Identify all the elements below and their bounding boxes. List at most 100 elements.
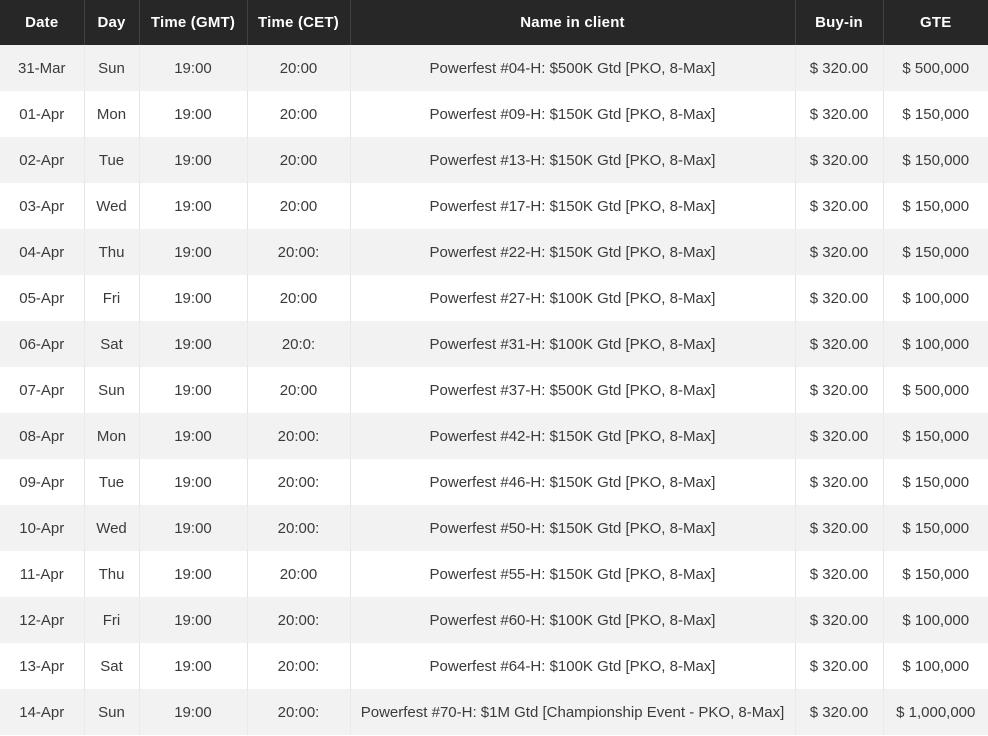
cell-day: Tue (84, 459, 140, 505)
cell-cet: 20:00 (247, 275, 351, 321)
cell-cet: 20:00: (247, 459, 351, 505)
cell-date: 07-Apr (0, 367, 85, 413)
cell-day: Thu (84, 229, 140, 275)
cell-gte: $ 150,000 (902, 519, 970, 537)
cell-date: 13-Apr (0, 643, 85, 689)
table-row: 09-Apr Tue 19:00 20:00: Powerfest #46-H: $15… (0, 459, 988, 505)
cell-buyin: $ 320.00 (795, 643, 884, 689)
cell-date: 01-Apr (0, 91, 85, 137)
cell-gte: $ 150,000 (902, 151, 970, 169)
cell-name: Powerfest #46-H: $150K Gtd [PKO, 8-Max] (350, 459, 796, 505)
cell-gte: $ 100,000 (902, 289, 970, 307)
cell-name: Powerfest #50-H: $150K Gtd [PKO, 8-Max] (350, 505, 796, 551)
cell-gte: $ 100,000 (902, 657, 970, 675)
column-header-gmt: Time (GMT) (139, 0, 248, 45)
cell-buyin: $ 320.00 (795, 689, 884, 735)
column-header-day: Day (84, 0, 140, 45)
cell-cet: 20:00: (247, 505, 351, 551)
cell-name: Powerfest #09-H: $150K Gtd [PKO, 8-Max] (350, 91, 796, 137)
table-body: 31-Mar Sun 19:00 20:00 Powerfest #04-H: $500… (0, 45, 988, 735)
cell-gmt: 19:00 (139, 505, 248, 551)
cell-buyin: $ 320.00 (795, 275, 884, 321)
table-row: 31-Mar Sun 19:00 20:00 Powerfest #04-H: $500… (0, 45, 988, 91)
column-header-date: Date (0, 0, 85, 45)
cell-buyin: $ 320.00 (795, 45, 884, 91)
cell-name: Powerfest #04-H: $500K Gtd [PKO, 8-Max] (350, 45, 796, 91)
cell-cet: 20:00 (247, 137, 351, 183)
cell-name: Powerfest #22-H: $150K Gtd [PKO, 8-Max] (350, 229, 796, 275)
cell-buyin: $ 320.00 (795, 459, 884, 505)
cell-buyin: $ 320.00 (795, 183, 884, 229)
cell-date: 12-Apr (0, 597, 85, 643)
cell-gmt: 19:00 (139, 321, 248, 367)
cell-name: Powerfest #27-H: $100K Gtd [PKO, 8-Max] (350, 275, 796, 321)
cell-cet: 20:00: (247, 597, 351, 643)
cell-gte: $ 500,000 (902, 381, 970, 399)
cell-cet: 20:00: (247, 413, 351, 459)
table-row: 02-Apr Tue 19:00 20:00 Powerfest #13-H: $150… (0, 137, 988, 183)
cell-date: 05-Apr (0, 275, 85, 321)
cell-gmt: 19:00 (139, 183, 248, 229)
table-row: 05-Apr Fri 19:00 20:00 Powerfest #27-H: $100… (0, 275, 988, 321)
cell-buyin: $ 320.00 (795, 91, 884, 137)
table-row: 11-Apr Thu 19:00 20:00 Powerfest #55-H: $150… (0, 551, 988, 597)
cell-gmt: 19:00 (139, 367, 248, 413)
table-row: 04-Apr Thu 19:00 20:00: Powerfest #22-H: $15… (0, 229, 988, 275)
cell-cet: 20:00: (247, 689, 351, 735)
table-row: 12-Apr Fri 19:00 20:00: Powerfest #60-H: $10… (0, 597, 988, 643)
cell-name: Powerfest #64-H: $100K Gtd [PKO, 8-Max] (350, 643, 796, 689)
table-header-row: Date Day Time (GMT) Time (CET) Name in clien… (0, 0, 988, 45)
cell-buyin: $ 320.00 (795, 367, 884, 413)
cell-date: 09-Apr (0, 459, 85, 505)
column-header-buyin: Buy-in (795, 0, 884, 45)
cell-day: Mon (84, 413, 140, 459)
cell-date: 04-Apr (0, 229, 85, 275)
cell-day: Sun (84, 689, 140, 735)
table-row: 07-Apr Sun 19:00 20:00 Powerfest #37-H: $500… (0, 367, 988, 413)
cell-buyin: $ 320.00 (795, 413, 884, 459)
cell-gte: $ 100,000 (902, 611, 970, 629)
cell-cet: 20:00 (247, 551, 351, 597)
cell-gmt: 19:00 (139, 689, 248, 735)
cell-cet: 20:00 (247, 45, 351, 91)
cell-date: 03-Apr (0, 183, 85, 229)
cell-cet: 20:0: (247, 321, 351, 367)
cell-gmt: 19:00 (139, 91, 248, 137)
cell-cet: 20:00 (247, 367, 351, 413)
cell-date: 14-Apr (0, 689, 85, 735)
cell-gte: $ 500,000 (902, 59, 970, 77)
cell-name: Powerfest #37-H: $500K Gtd [PKO, 8-Max] (350, 367, 796, 413)
column-header-name: Name in client (350, 0, 796, 45)
cell-day: Fri (84, 275, 140, 321)
cell-gte: $ 150,000 (902, 565, 970, 583)
cell-name: Powerfest #17-H: $150K Gtd [PKO, 8-Max] (350, 183, 796, 229)
cell-gte: $ 150,000 (902, 197, 970, 215)
table-row: 14-Apr Sun 19:00 20:00: Powerfest #70-H: $1M… (0, 689, 988, 735)
cell-gmt: 19:00 (139, 597, 248, 643)
cell-day: Wed (84, 183, 140, 229)
cell-buyin: $ 320.00 (795, 505, 884, 551)
cell-buyin: $ 320.00 (795, 551, 884, 597)
cell-date: 10-Apr (0, 505, 85, 551)
cell-cet: 20:00 (247, 91, 351, 137)
cell-day: Thu (84, 551, 140, 597)
cell-day: Fri (84, 597, 140, 643)
column-header-gte: GTE (883, 0, 988, 45)
table-row: 03-Apr Wed 19:00 20:00 Powerfest #17-H: $150… (0, 183, 988, 229)
cell-day: Sun (84, 45, 140, 91)
cell-gte: $ 150,000 (902, 243, 970, 261)
table-header: Date Day Time (GMT) Time (CET) Name in clien… (0, 0, 988, 45)
cell-day: Tue (84, 137, 140, 183)
table-row: 10-Apr Wed 19:00 20:00: Powerfest #50-H: $15… (0, 505, 988, 551)
cell-date: 08-Apr (0, 413, 85, 459)
cell-date: 11-Apr (0, 551, 85, 597)
cell-buyin: $ 320.00 (795, 597, 884, 643)
cell-gte: $ 1,000,000 (896, 703, 976, 721)
table-row: 06-Apr Sat 19:00 20:0: Powerfest #31-H: $100… (0, 321, 988, 367)
cell-name: Powerfest #13-H: $150K Gtd [PKO, 8-Max] (350, 137, 796, 183)
cell-date: 02-Apr (0, 137, 85, 183)
table-row: 08-Apr Mon 19:00 20:00: Powerfest #42-H: $15… (0, 413, 988, 459)
column-header-cet: Time (CET) (247, 0, 351, 45)
cell-day: Mon (84, 91, 140, 137)
